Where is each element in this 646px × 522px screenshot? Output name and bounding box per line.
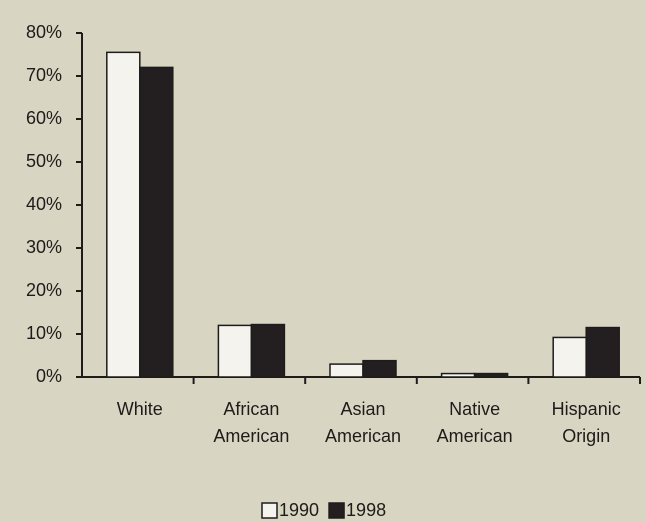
bar [362, 359, 397, 378]
bar [329, 363, 364, 378]
x-tick-label: Asian American [325, 399, 401, 446]
bar [585, 326, 620, 378]
legend-swatch [328, 502, 345, 519]
y-tick-label: 20% [26, 280, 62, 300]
y-tick-label: 0% [36, 366, 62, 386]
legend-label: 1998 [346, 500, 386, 520]
y-tick-label: 50% [26, 151, 62, 171]
legend-label: 1990 [279, 500, 319, 520]
bar [440, 372, 476, 378]
bar [250, 323, 286, 378]
x-tick-label: Native American [437, 399, 513, 446]
y-tick-label: 80% [26, 22, 62, 42]
y-tick-label: 40% [26, 194, 62, 214]
bar [473, 372, 509, 378]
y-tick-label: 70% [26, 65, 62, 85]
x-tick-label: African American [213, 399, 289, 446]
y-tick-label: 60% [26, 108, 62, 128]
bar [552, 336, 587, 378]
y-tick-label: 10% [26, 323, 62, 343]
x-tick-label: White [117, 399, 163, 419]
x-tick-label: Hispanic Origin [552, 399, 621, 446]
bar [106, 51, 141, 378]
bar [217, 324, 253, 378]
y-tick-label: 30% [26, 237, 62, 257]
bar [139, 66, 174, 378]
legend-swatch [261, 502, 278, 519]
